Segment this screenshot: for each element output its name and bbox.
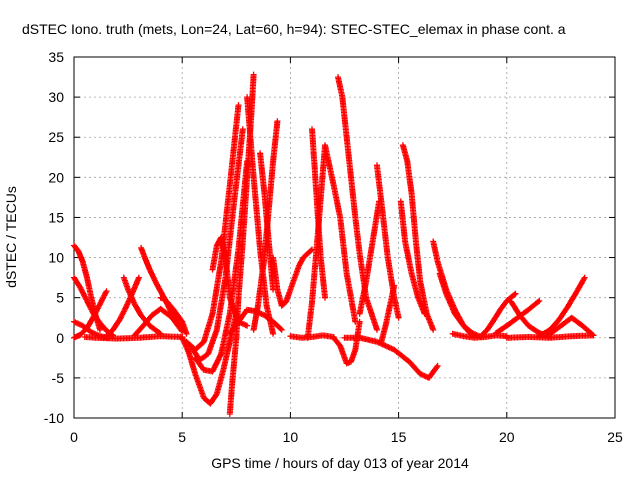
series-25 (330, 318, 363, 367)
series-16 (209, 234, 251, 329)
y-tick-label: -5 (52, 370, 65, 386)
y-tick-label: 20 (48, 169, 64, 185)
x-tick-label: 10 (283, 429, 299, 445)
y-tick-label: 25 (48, 129, 64, 145)
series-markers (436, 270, 484, 340)
series-3 (71, 274, 116, 339)
y-tick-label: 35 (48, 49, 64, 65)
series-23 (309, 126, 328, 301)
series-32 (378, 282, 398, 345)
y-tick-label: 15 (48, 209, 64, 225)
series-markers (81, 333, 186, 342)
series-19 (257, 150, 277, 293)
x-tick-label: 5 (178, 429, 186, 445)
series-markers (120, 274, 164, 337)
series-markers (287, 332, 337, 341)
series-markers (356, 198, 383, 317)
series-40 (547, 314, 597, 339)
y-tick-label: 0 (56, 330, 64, 346)
series-39 (536, 274, 588, 340)
series-markers (374, 162, 402, 321)
series-markers (71, 274, 116, 339)
series-9 (157, 294, 190, 337)
series-markers (226, 306, 285, 337)
plot-frame (73, 56, 616, 419)
x-axis-label: GPS time / hours of day 013 of year 2014 (211, 455, 469, 471)
series-markers (209, 234, 251, 329)
series-markers (430, 238, 476, 339)
y-axis-label: dSTEC / TECUs (3, 186, 19, 288)
series-markers (157, 294, 190, 337)
y-tick-label: -10 (44, 410, 64, 426)
x-tick-label: 0 (70, 429, 78, 445)
series-markers (378, 282, 398, 345)
series-28 (374, 162, 402, 321)
series-6 (120, 274, 164, 337)
series-markers (257, 150, 277, 293)
series-30 (397, 198, 428, 317)
series-markers (503, 332, 597, 341)
series-20 (226, 306, 285, 337)
y-tick-label: 30 (48, 89, 64, 105)
series-36 (477, 290, 519, 340)
series-markers (547, 314, 597, 339)
series-26 (287, 332, 337, 341)
series-10 (81, 333, 186, 342)
series-markers (335, 74, 380, 333)
series-24 (335, 74, 380, 333)
series-markers (536, 274, 588, 340)
x-tick-label: 15 (391, 429, 407, 445)
series-markers (397, 198, 428, 317)
series-34 (436, 270, 484, 340)
series-markers (270, 246, 315, 309)
series-markers (244, 94, 277, 337)
series-27 (356, 198, 383, 317)
data-series (71, 71, 597, 417)
axis-ticks: 0 5 10 15 20 25 -10 -5 0 5 10 15 20 25 30 35 (44, 49, 623, 445)
x-tick-label: 25 (607, 429, 623, 445)
series-markers (309, 126, 328, 301)
y-tick-label: 5 (56, 290, 64, 306)
series-33 (430, 238, 476, 339)
y-tick-label: 10 (48, 250, 64, 266)
x-tick-label: 20 (499, 429, 515, 445)
series-21 (270, 246, 315, 309)
series-markers (330, 318, 363, 367)
series-markers (477, 290, 519, 340)
series-41 (503, 332, 597, 341)
series-17 (244, 94, 277, 337)
chart-title: dSTEC Iono. truth (mets, Lon=24, Lat=60,… (22, 21, 566, 37)
